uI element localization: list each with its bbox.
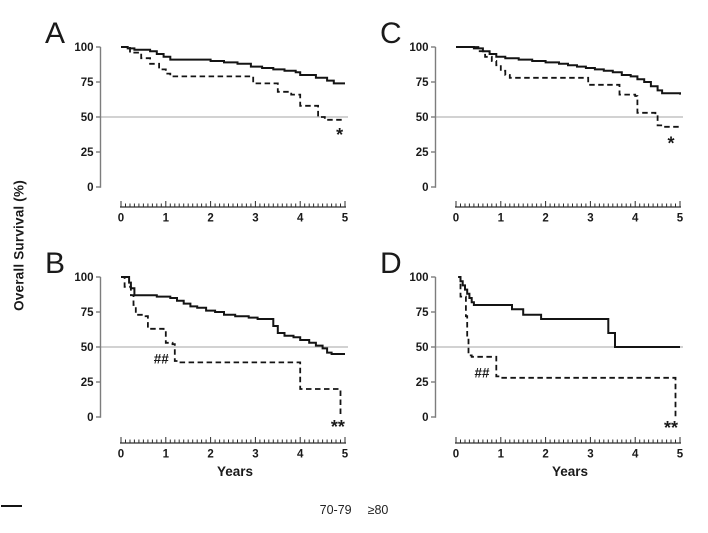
legend-dashed-line-icon [1,505,23,507]
panel-a-y-tick-label: 25 [81,147,94,159]
panel-d-annotation-significance-star: ** [664,418,678,438]
panel-b-y-tick-label: 75 [81,307,94,319]
panel-c-curve-ge80 [456,46,680,128]
panel-a-y-tick-label: 75 [81,77,94,89]
x-axis-title-left: Years [216,464,254,479]
panel-c-x-tick-label: 3 [587,213,593,225]
panel-d-x-tick-label: 4 [632,449,639,461]
panel-d-y-tick-label: 25 [416,377,429,389]
panel-d-curve-70-79 [458,276,680,348]
panel-d-x-tick-marks [455,437,681,443]
panel-c-y-tick-label: 100 [409,42,428,54]
panel-a-x-tick-label: 0 [118,213,124,225]
x-axis-title-right: Years [551,464,589,479]
panel-b-y-tick-label: 0 [87,412,93,424]
panel-d-annotation-significance-hash: ## [474,366,490,381]
panel-d-y-tick-label: 75 [416,307,429,319]
panel-d-y-tick-label: 50 [416,342,429,354]
panel-a-annotation-significance-star: * [336,125,343,145]
panel-d-y-tick-label: 0 [422,412,428,424]
panel-c-y-tick-label: 50 [416,112,429,124]
panel-b-annotation-significance-star: ** [331,417,345,437]
panel-d-x-tick-label: 1 [498,449,505,461]
panel-a-y-tick-label: 0 [87,182,93,194]
panel-a-x-tick-label: 2 [207,213,213,225]
panel-b-y-tick-label: 100 [74,272,93,284]
panel-d-x-tick-label: 2 [542,449,548,461]
legend: 70-79 ≥80 [0,503,708,517]
panel-b-y-tick-label: 25 [81,377,94,389]
panel-a-x-tick-marks [120,201,346,207]
panel-b-x-tick-marks [120,437,346,443]
panel-c-y-tick-label: 25 [416,147,429,159]
panel-b-annotation-significance-hash: ## [154,352,170,367]
panel-a-curve-70-79 [121,46,345,85]
legend-item-ge80: ≥80 [1,503,389,517]
panel-c-curve-70-79 [456,46,681,95]
panel-a-x-tick-label: 4 [297,213,304,225]
panel-d-curve-ge80 [458,276,677,417]
panel-b-y-tick-label: 50 [81,342,94,354]
panel-a-x-tick-label: 3 [252,213,258,225]
panel-d-x-tick-label: 0 [453,449,459,461]
panel-d-x-tick-label: 5 [677,449,684,461]
panel-c-x-tick-label: 4 [632,213,639,225]
y-axis-title: Overall Survival (%) [11,180,27,311]
legend-label-ge80: ≥80 [367,503,389,517]
panel-b-x-tick-label: 1 [163,449,170,461]
panel-a-curve-ge80 [121,46,345,121]
panel-b-curve-70-79 [121,276,345,355]
panel-a-y-tick-label: 50 [81,112,94,124]
panel-d-y-tick-label: 100 [409,272,428,284]
panel-c-annotation-significance-star: * [668,134,675,154]
legend-item-70-79: 70-79 [1,503,352,517]
panel-b-x-tick-label: 4 [297,449,304,461]
panel-a-x-tick-label: 5 [342,213,349,225]
panel-c-y-tick-label: 75 [416,77,429,89]
panel-c-x-tick-label: 1 [498,213,505,225]
panel-b-x-tick-label: 0 [118,449,124,461]
panel-a-label: A [45,17,66,50]
panel-c-x-tick-label: 5 [677,213,684,225]
panel-c-y-tick-label: 0 [422,182,428,194]
panel-d-label: D [380,247,402,280]
panel-d-x-tick-label: 3 [587,449,593,461]
panel-a-y-tick-label: 100 [74,42,93,54]
panel-b-x-tick-label: 5 [342,449,349,461]
panel-b-x-tick-label: 3 [252,449,258,461]
legend-label-70-79: 70-79 [319,503,352,517]
panel-b-x-tick-label: 2 [207,449,213,461]
panel-b-label: B [45,247,66,280]
panel-c-x-tick-label: 0 [453,213,459,225]
panel-a-x-tick-label: 1 [163,213,170,225]
panel-c-label: C [380,17,402,50]
panel-c-x-tick-marks [455,201,681,207]
panel-c-x-tick-label: 2 [542,213,548,225]
panel-b-curve-ge80 [121,276,342,417]
